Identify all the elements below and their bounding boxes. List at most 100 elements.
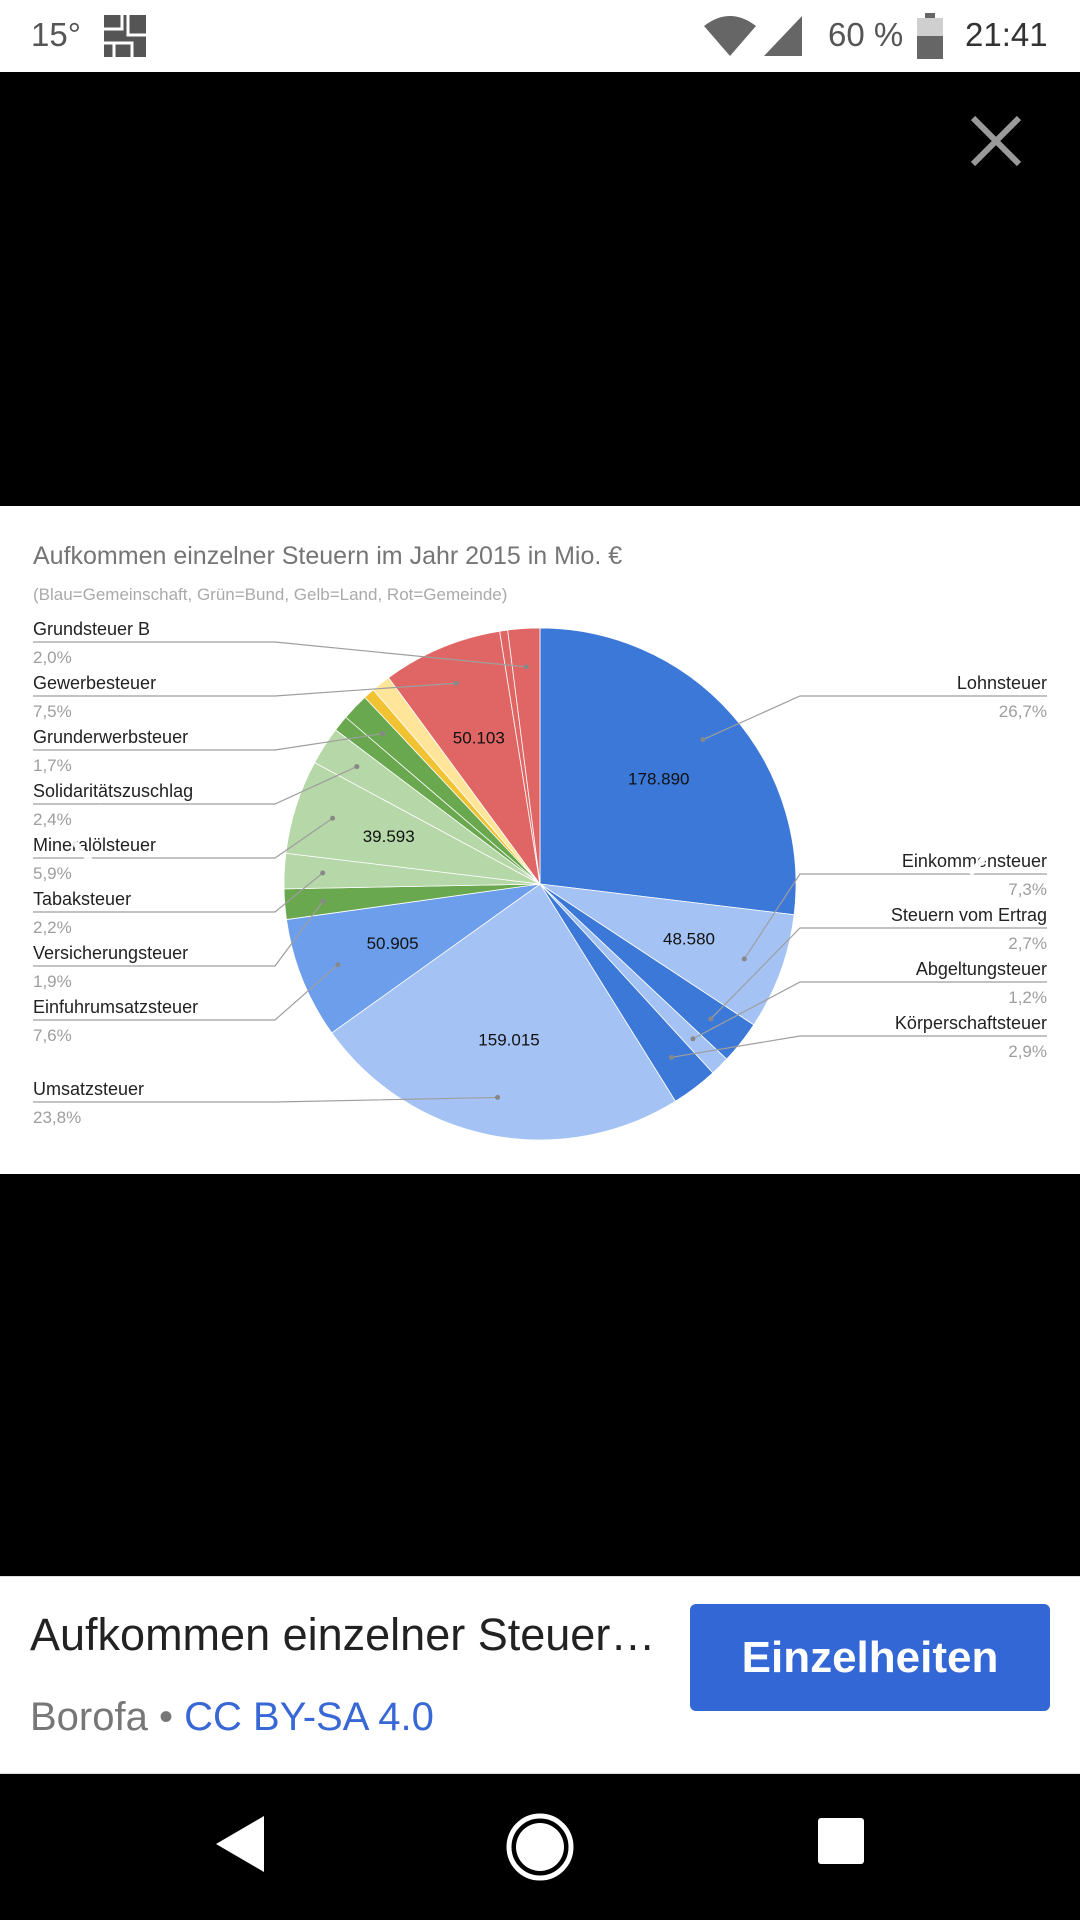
author-name: Borofa [30,1695,148,1739]
weather-map-icon [104,15,146,57]
slice-percent-label: 1,9% [33,972,72,991]
leader-line [692,981,1047,1040]
battery-percent: 60 % [828,16,904,53]
leader-line [671,1035,1047,1058]
slice-percent-label: 23,8% [33,1108,81,1127]
leader-dot [453,680,459,686]
slice-name-label: Solidaritätszuschlag [33,781,193,801]
leader-dot [523,664,529,670]
leader-dot [495,1094,501,1100]
image-info-bar: Aufkommen einzelner Steuern im Jahr 2015… [0,1576,1080,1774]
slice-name-label: Einkommensteuer [902,851,1047,871]
leader-dot [330,815,336,821]
leader-dot [708,1016,714,1022]
leader-dot [320,898,326,904]
pie-slice-grundsteuer-b [507,627,541,885]
slice-percent-label: 7,3% [1008,880,1047,899]
temperature-label: 15° [31,16,81,53]
recents-button[interactable] [816,1816,866,1871]
slice-value-label: 39.593 [363,827,415,846]
slice-name-label: Lohnsteuer [957,673,1047,693]
back-button[interactable] [212,1814,268,1879]
next-image-button[interactable] [960,800,1010,880]
leader-dot [690,1036,696,1042]
close-button[interactable] [965,110,1027,172]
license-link[interactable]: CC BY-SA 4.0 [184,1695,434,1739]
previous-image-button[interactable] [62,800,112,880]
slice-value-label: 48.580 [663,930,715,949]
system-navigation-bar [0,1776,1080,1920]
home-icon [506,1813,574,1881]
slice-name-label: Grundsteuer B [33,619,150,639]
leader-dot [354,764,360,770]
details-button[interactable]: Einzelheiten [690,1604,1050,1711]
slice-value-label: 50.905 [367,934,419,953]
leader-dot [380,731,386,737]
clock: 21:41 [965,16,1048,53]
wifi-icon [704,16,756,56]
pie-slice-einkommensteuer [539,883,795,1026]
slice-name-label: Abgeltungsteuer [916,959,1047,979]
chart-title: Aufkommen einzelner Steuern im Jahr 2015… [33,542,622,570]
pie-slice-gewerbesteuer [387,630,541,885]
slice-name-label: Gewerbesteuer [33,673,156,693]
slice-value-label: 178.890 [628,770,689,789]
leader-dot [669,1054,675,1060]
slice-percent-label: 1,7% [33,756,72,775]
leader-dot [320,870,326,876]
leader-line [33,964,339,1021]
slice-name-label: Einfuhrumsatzsteuer [33,997,198,1017]
leader-line [33,732,383,751]
pie-chart: Aufkommen einzelner Steuern im Jahr 2015… [33,542,1047,1141]
leader-line [710,927,1047,1020]
leader-line [743,873,1047,960]
leader-dot [335,962,341,968]
slice-percent-label: 2,7% [1008,934,1047,953]
cell-signal-icon [764,16,802,56]
slice-percent-label: 7,6% [33,1026,72,1045]
back-icon [216,1816,264,1872]
recents-icon [818,1818,864,1864]
chevron-left-icon [67,804,105,876]
close-icon [970,115,1022,167]
home-button[interactable] [505,1812,575,1887]
slice-name-label: Tabaksteuer [33,889,131,909]
leader-dot [700,737,706,743]
leader-line [702,695,1047,741]
slice-percent-label: 1,2% [1008,988,1047,1007]
slice-name-label: Umsatzsteuer [33,1079,144,1099]
leader-line [33,682,457,697]
slice-percent-label: 7,5% [33,702,72,721]
slice-name-label: Versicherungsteuer [33,943,188,963]
slice-value-label: 159.015 [478,1031,539,1050]
chart-subtitle: (Blau=Gemeinschaft, Grün=Bund, Gelb=Land… [33,585,507,604]
slice-percent-label: 2,2% [33,918,72,937]
leader-line [33,1096,498,1103]
slice-name-label: Körperschaftsteuer [895,1013,1047,1033]
slice-percent-label: 5,9% [33,864,72,883]
slice-name-label: Grunderwerbsteuer [33,727,188,747]
image-title[interactable]: Aufkommen einzelner Steuern im Jahr 2015… [30,1609,680,1660]
slice-percent-label: 26,7% [999,702,1047,721]
image-attribution: Borofa • CC BY-SA 4.0 [30,1695,434,1740]
slice-percent-label: 2,9% [1008,1042,1047,1061]
chevron-right-icon [967,804,1005,876]
slice-percent-label: 2,4% [33,810,72,829]
leader-line [33,872,324,913]
leader-line [33,766,358,805]
slice-percent-label: 2,0% [33,648,72,667]
leader-line [33,641,527,668]
leader-line [33,900,324,967]
slice-value-label: 50.103 [453,729,505,748]
pie-slice-lohnsteuer [539,627,797,916]
status-bar: 15° 60 % 21:41 [0,0,1080,72]
pie-slice-einfuhrumsatzsteuer [286,883,541,1034]
leader-line [33,817,333,859]
separator-dot: • [158,1695,173,1739]
image-viewer: Aufkommen einzelner Steuern im Jahr 2015… [0,506,1080,1174]
leader-dot [741,956,747,962]
pie-slice-umsatzsteuer [331,883,676,1141]
battery-icon [917,13,943,59]
slice-name-label: Steuern vom Ertrag [891,905,1047,925]
slice-name-label: Mineralölsteuer [33,835,156,855]
